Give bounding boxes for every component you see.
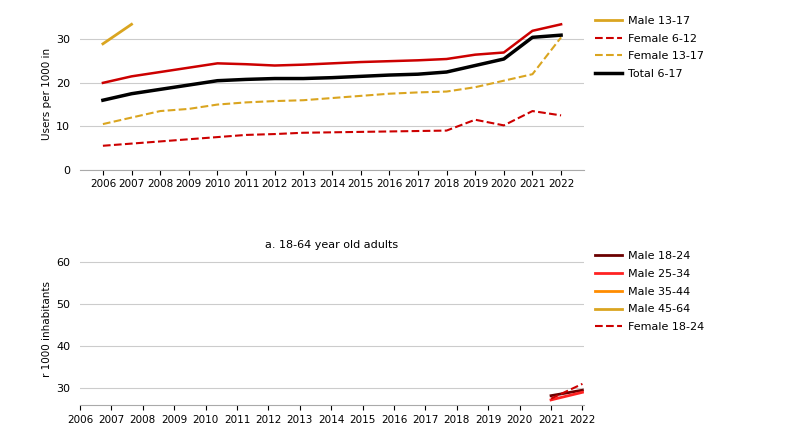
Y-axis label: r 1000 inhabitants: r 1000 inhabitants xyxy=(42,281,52,377)
Legend: Male 13-17, Female 6-12, Female 13-17, Total 6-17: Male 13-17, Female 6-12, Female 13-17, T… xyxy=(594,16,704,79)
Title: a. 18-64 year old adults: a. 18-64 year old adults xyxy=(266,239,398,250)
Legend: Male 18-24, Male 25-34, Male 35-44, Male 45-64, Female 18-24: Male 18-24, Male 25-34, Male 35-44, Male… xyxy=(594,251,704,332)
Y-axis label: Users per 1000 in: Users per 1000 in xyxy=(42,48,52,140)
